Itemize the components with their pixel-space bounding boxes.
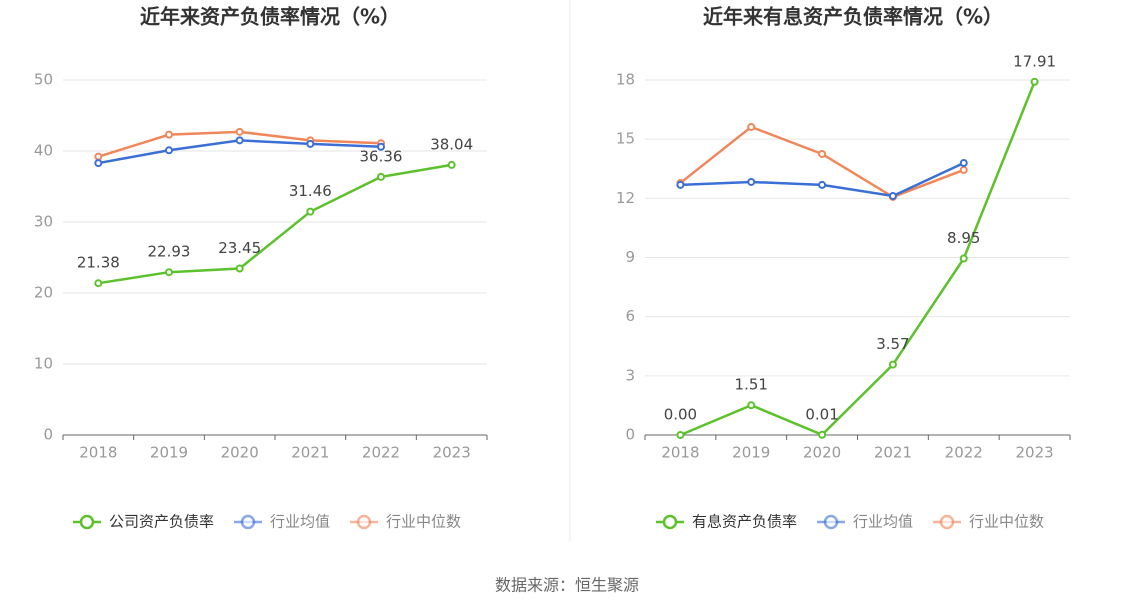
source: 数据来源：恒生聚源 xyxy=(495,576,639,595)
data-label: 0.00 xyxy=(664,406,697,424)
legend: 公司资产负债率 行业均值 行业中位数 xyxy=(72,513,461,531)
point xyxy=(165,268,173,277)
y-tick-label: 10 xyxy=(34,355,53,373)
x-tick-label: 2023 xyxy=(1015,444,1053,462)
point xyxy=(306,139,315,148)
series-line xyxy=(98,163,452,285)
legend: 有息资产负债率 行业均值 行业中位数 xyxy=(655,513,1044,531)
legend-marker xyxy=(823,514,839,530)
legend-label: 行业均值 xyxy=(853,513,913,531)
x-tick-label: 2022 xyxy=(362,444,400,462)
series-line xyxy=(679,81,1036,437)
legend-label: 行业中位数 xyxy=(386,513,461,531)
legend-label: 行业均值 xyxy=(270,513,330,531)
x-tick-label: 2021 xyxy=(874,444,912,462)
point xyxy=(447,160,456,169)
point xyxy=(235,127,244,136)
point xyxy=(165,146,173,155)
point xyxy=(747,177,756,186)
chart-title: 近年来资产负债率情况（%） xyxy=(140,5,400,29)
x-tick-label: 2023 xyxy=(433,444,471,462)
point xyxy=(94,152,103,161)
chart-title: 近年来有息资产负债率情况（%） xyxy=(703,5,1003,29)
data-label: 22.93 xyxy=(148,243,191,261)
data-label: 21.38 xyxy=(77,254,120,272)
y-tick-label: 12 xyxy=(616,189,635,207)
legend-marker xyxy=(662,514,678,530)
y-tick-label: 3 xyxy=(625,366,635,384)
legend-marker xyxy=(356,514,372,530)
y-tick-label: 18 xyxy=(616,71,635,89)
data-label: 38.04 xyxy=(430,135,473,153)
point xyxy=(888,360,897,369)
data-label: 3.57 xyxy=(876,335,909,353)
point xyxy=(747,122,756,131)
point xyxy=(165,130,173,139)
y-tick-label: 50 xyxy=(34,71,53,89)
point xyxy=(747,401,756,410)
data-label: 1.51 xyxy=(735,376,768,394)
x-tick-label: 2020 xyxy=(803,444,841,462)
data-label: 23.45 xyxy=(218,239,261,257)
x-tick-label: 2020 xyxy=(221,444,259,462)
x-tick-label: 2019 xyxy=(732,444,770,462)
point xyxy=(235,136,244,145)
point xyxy=(377,142,385,151)
y-tick-label: 15 xyxy=(616,130,635,148)
point xyxy=(1030,77,1039,86)
point xyxy=(818,149,827,158)
y-tick-label: 9 xyxy=(625,248,635,266)
point xyxy=(94,159,103,168)
point xyxy=(959,165,968,174)
x-tick-label: 2018 xyxy=(661,444,699,462)
legend-marker xyxy=(240,514,256,530)
y-tick-label: 30 xyxy=(34,213,53,231)
point xyxy=(377,172,385,181)
data-label: 31.46 xyxy=(289,182,332,200)
x-tick-label: 2018 xyxy=(79,444,117,462)
x-tick-label: 2019 xyxy=(150,444,188,462)
y-tick-label: 40 xyxy=(34,142,53,160)
series-line xyxy=(680,161,965,198)
point xyxy=(818,430,827,439)
x-tick-label: 2021 xyxy=(291,444,329,462)
y-tick-label: 6 xyxy=(625,307,635,325)
point xyxy=(235,264,244,273)
point xyxy=(959,254,968,263)
point xyxy=(959,159,968,168)
data-label: 0.01 xyxy=(805,405,838,423)
point xyxy=(94,279,103,288)
legend-label: 行业中位数 xyxy=(969,513,1044,531)
point xyxy=(306,207,315,216)
x-tick-label: 2022 xyxy=(945,444,983,462)
y-tick-label: 20 xyxy=(34,284,53,302)
data-label: 17.91 xyxy=(1013,52,1056,70)
legend-marker xyxy=(79,514,95,530)
legend-marker xyxy=(939,514,955,530)
point xyxy=(888,191,897,200)
y-tick-label: 0 xyxy=(625,426,635,444)
legend-label: 公司资产负债率 xyxy=(109,513,214,531)
data-label: 8.95 xyxy=(947,229,980,247)
data-label: 36.36 xyxy=(360,147,403,165)
point xyxy=(676,180,685,189)
legend-label: 有息资产负债率 xyxy=(692,513,797,531)
y-tick-label: 0 xyxy=(43,426,53,444)
point xyxy=(818,180,827,189)
point xyxy=(676,431,685,439)
